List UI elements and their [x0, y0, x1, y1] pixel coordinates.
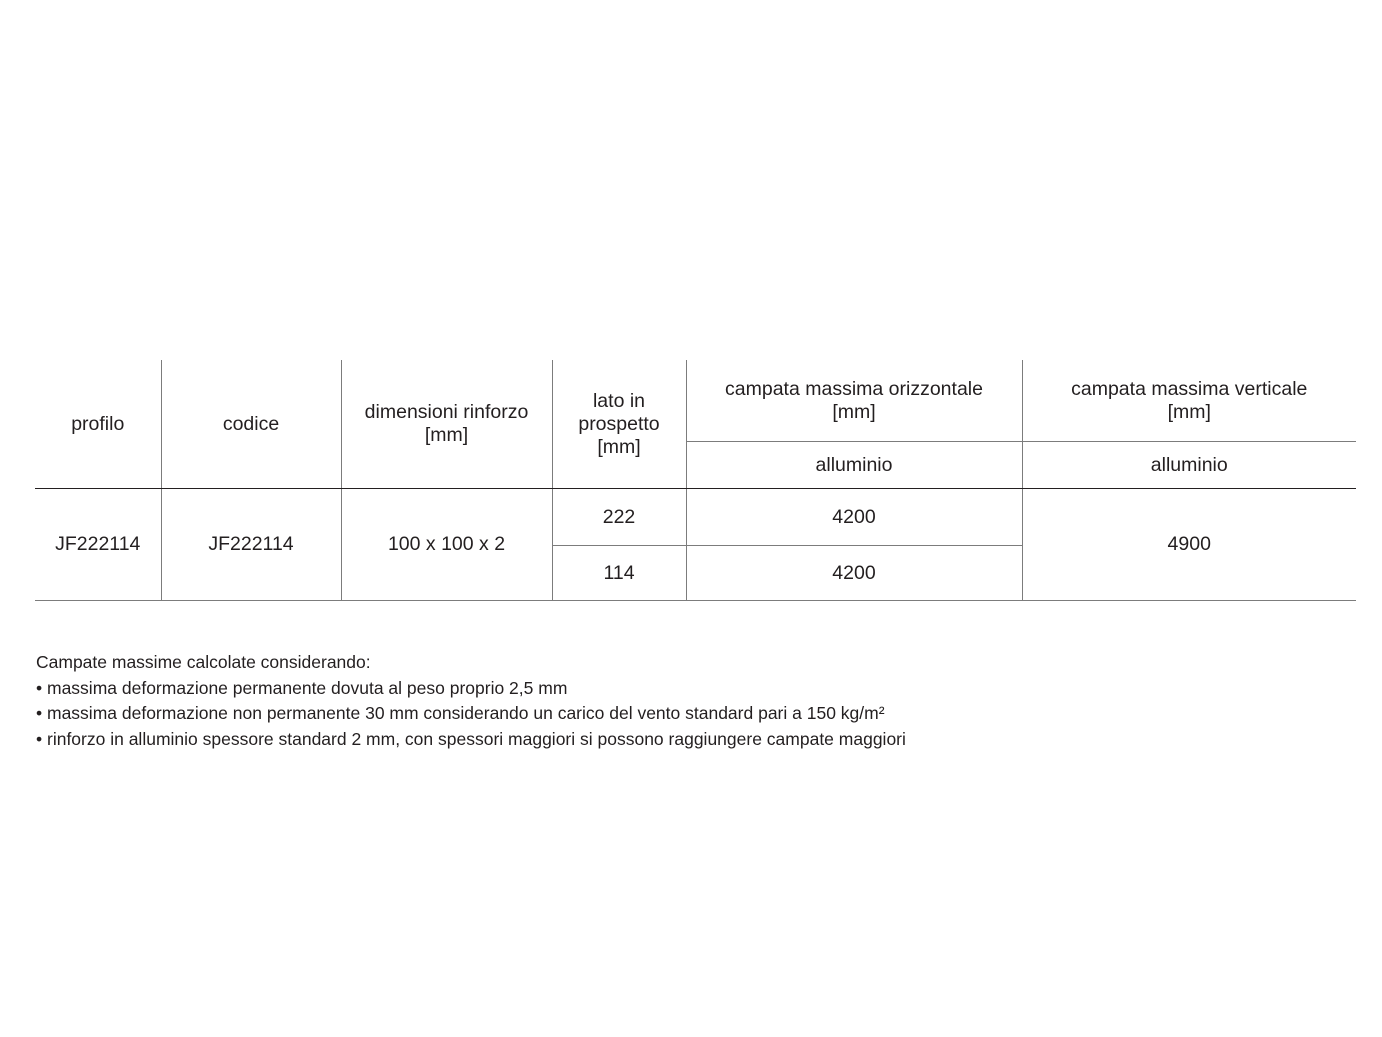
table-header-row-primary: profilo codice dimensioni rinforzo [mm] … [35, 360, 1356, 489]
note-item-1-text: massima deformazione permanente dovuta a… [47, 677, 568, 698]
cell-lato-in-prospetto: 114 [552, 545, 687, 601]
header-material-verticale: alluminio [1022, 441, 1356, 489]
header-dimensioni-rinforzo: dimensioni rinforzo [mm] [341, 360, 553, 489]
profile-spec-table: profilo codice dimensioni rinforzo [mm] … [35, 360, 1356, 601]
note-item-3-text: rinforzo in alluminio spessore standard … [47, 728, 906, 749]
header-dimensioni-rinforzo-unit: [mm] [424, 424, 469, 446]
cell-dimensioni-rinforzo: 100 x 100 x 2 [341, 488, 553, 601]
cell-campata-orizzontale: 4200 [686, 488, 1023, 546]
cell-campata-orizzontale: 4200 [686, 545, 1023, 601]
header-lato-in-prospetto-unit: [mm] [597, 435, 641, 458]
header-dimensioni-rinforzo-label: dimensioni rinforzo [364, 401, 529, 423]
notes-intro: Campate massime calcolate considerando: [36, 652, 371, 672]
spec-table-container: profilo codice dimensioni rinforzo [mm] … [35, 360, 1356, 601]
bullet-icon: • [36, 703, 43, 723]
header-campata-orizzontale-label: campata massima orizzontale [725, 377, 983, 400]
header-profilo: profilo [35, 360, 162, 489]
header-campata-verticale-label: campata massima verticale [1071, 377, 1308, 400]
cell-lato-in-prospetto: 222 [552, 488, 687, 546]
note-item-3: • rinforzo in alluminio spessore standard… [36, 727, 906, 753]
bullet-icon: • [36, 728, 43, 749]
cell-campata-verticale: 4900 [1022, 488, 1356, 601]
notes-block: Campate massime calcolate considerando: … [36, 650, 906, 752]
table-row: 114 4200 [35, 545, 1356, 601]
header-campata-verticale-unit: [mm] [1167, 400, 1211, 423]
header-campata-massima-verticale: campata massima verticale [mm] [1022, 360, 1356, 442]
table-row: JF222114 JF222114 100 x 100 x 2 222 4200… [35, 488, 1356, 601]
note-item-1: • massima deformazione permanente dovuta … [36, 676, 906, 702]
header-lato-in-prospetto-line1: lato in [592, 389, 646, 412]
table-header-row-material: alluminio alluminio [35, 441, 1356, 489]
header-campata-massima-orizzontale: campata massima orizzontale [mm] [686, 360, 1023, 442]
cell-codice: JF222114 [161, 488, 342, 601]
header-campata-orizzontale-unit: [mm] [832, 400, 876, 423]
bullet-icon: • [36, 677, 43, 698]
cell-profilo: JF222114 [35, 488, 162, 601]
header-lato-in-prospetto-line2: prospetto [578, 412, 660, 435]
header-codice: codice [161, 360, 342, 489]
header-material-orizzontale: alluminio [686, 441, 1023, 489]
note-item-2-text: massima deformazione non permanente 30 m… [47, 703, 885, 723]
header-lato-in-prospetto: lato in prospetto [mm] [552, 360, 687, 489]
note-item-2: • massima deformazione non permanente 30 … [36, 701, 906, 727]
